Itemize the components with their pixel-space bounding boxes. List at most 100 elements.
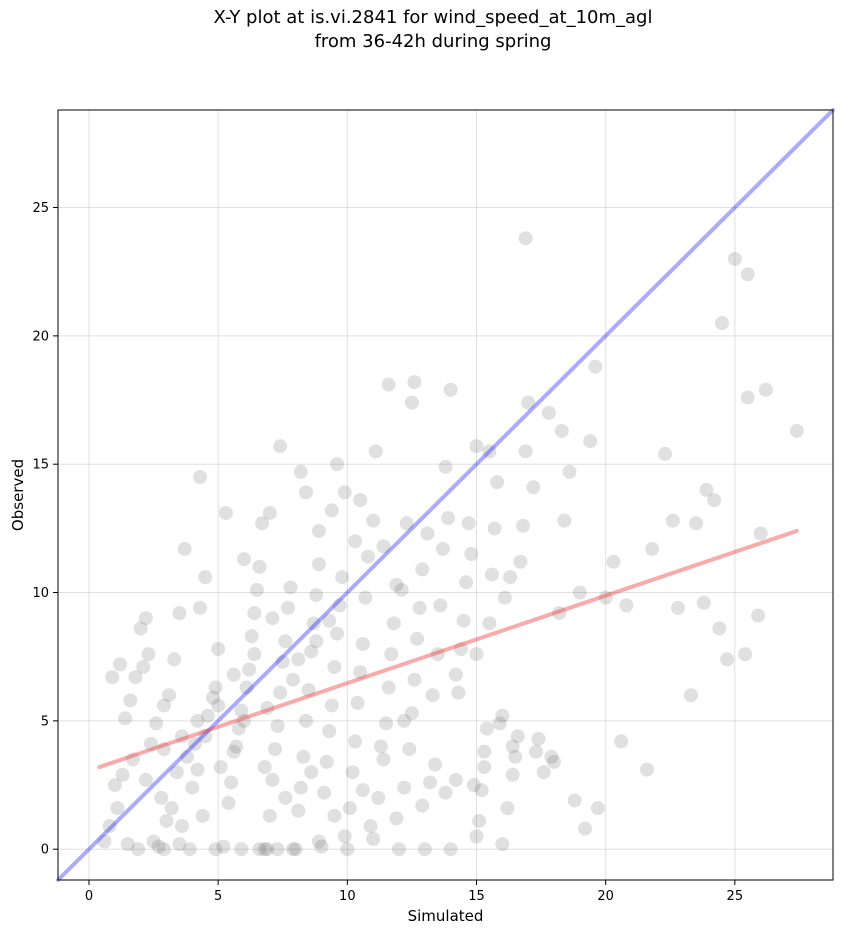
data-point <box>578 821 592 836</box>
data-point <box>345 765 360 780</box>
data-point <box>154 790 169 805</box>
data-point <box>342 801 357 816</box>
y-tick-label: 20 <box>32 329 49 344</box>
data-point <box>335 570 350 585</box>
data-point <box>128 670 143 685</box>
data-point <box>373 739 388 754</box>
data-point <box>162 688 177 703</box>
data-point <box>487 521 502 536</box>
data-point <box>190 762 205 777</box>
data-point <box>144 736 158 751</box>
data-point <box>169 765 184 780</box>
data-point <box>193 600 208 615</box>
data-point <box>547 754 561 769</box>
x-axis-ticks: 0 5 10 15 20 25 <box>85 880 743 904</box>
y-axis-label: Observed <box>9 459 27 531</box>
grid-lines <box>58 110 833 880</box>
data-point <box>283 580 298 595</box>
data-point <box>97 834 112 849</box>
data-point <box>598 590 613 605</box>
data-point <box>208 680 223 695</box>
data-point <box>252 842 267 857</box>
data-point <box>177 541 192 556</box>
data-point <box>366 513 381 528</box>
data-point <box>712 621 727 636</box>
data-point <box>131 842 146 857</box>
data-point <box>337 829 352 844</box>
data-point <box>221 796 236 810</box>
data-point <box>490 475 505 490</box>
data-point <box>583 434 598 449</box>
data-point <box>606 554 621 569</box>
data-point <box>239 680 254 695</box>
data-point <box>270 719 285 733</box>
data-point <box>438 459 453 474</box>
data-point <box>260 842 275 857</box>
data-point <box>141 647 156 662</box>
data-point <box>392 842 406 857</box>
data-point <box>371 790 386 805</box>
data-point <box>658 446 673 461</box>
reference-lines <box>56 108 835 882</box>
x-tick-label: 0 <box>85 889 93 904</box>
data-point <box>459 575 474 590</box>
data-point <box>397 780 412 795</box>
data-point <box>231 721 246 736</box>
data-point <box>572 585 587 600</box>
data-point <box>265 611 280 626</box>
data-point <box>789 423 804 438</box>
data-point <box>314 839 329 854</box>
data-point <box>133 621 148 636</box>
data-point <box>213 760 228 775</box>
data-point <box>348 734 363 749</box>
data-point <box>740 390 755 405</box>
data-point <box>407 672 422 687</box>
data-point <box>311 523 326 538</box>
data-point <box>286 672 301 687</box>
data-point <box>156 698 171 713</box>
data-point <box>249 582 264 597</box>
chart-title-line-1: X-Y plot at is.vi.2841 for wind_speed_at… <box>213 7 653 28</box>
data-point <box>707 493 722 508</box>
data-point <box>361 549 375 564</box>
data-point <box>149 716 164 731</box>
data-point <box>322 613 337 628</box>
data-point <box>740 267 755 282</box>
data-point <box>665 513 680 528</box>
data-point <box>125 752 140 767</box>
data-point <box>309 588 324 603</box>
data-point <box>118 711 133 726</box>
data-point <box>384 647 399 662</box>
data-point <box>211 698 226 713</box>
data-point <box>278 634 293 649</box>
data-point <box>443 842 458 857</box>
data-point <box>727 251 742 266</box>
data-point <box>640 762 654 777</box>
data-point <box>348 534 363 549</box>
data-point <box>195 808 210 823</box>
data-point <box>309 634 324 649</box>
data-point <box>317 785 332 800</box>
data-point <box>518 444 533 459</box>
data-point <box>521 395 536 410</box>
data-point <box>187 736 202 751</box>
data-point <box>451 685 466 700</box>
data-point <box>477 760 492 775</box>
data-point <box>689 516 704 531</box>
data-point <box>720 652 735 667</box>
data-point <box>175 819 189 834</box>
y-tick-label: 10 <box>32 586 49 601</box>
data-point <box>505 767 520 782</box>
data-point <box>136 659 151 674</box>
data-point <box>293 464 308 479</box>
data-point <box>389 577 404 592</box>
y-tick-label: 0 <box>41 843 49 858</box>
data-point <box>456 613 471 628</box>
data-point <box>242 662 257 677</box>
data-point <box>200 708 215 723</box>
data-point <box>513 554 528 569</box>
data-point <box>438 785 453 800</box>
data-point <box>332 598 347 613</box>
data-point <box>500 801 515 816</box>
data-point <box>211 642 226 656</box>
